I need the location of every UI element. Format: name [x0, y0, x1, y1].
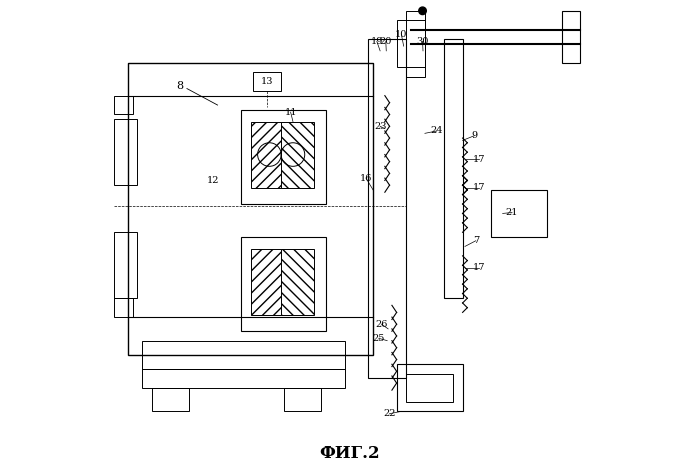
Bar — [368, 39, 406, 378]
Text: 10: 10 — [395, 30, 408, 39]
Bar — [444, 39, 463, 298]
Text: 26: 26 — [375, 319, 388, 328]
Text: 8: 8 — [176, 81, 183, 91]
Text: 9: 9 — [471, 131, 477, 140]
Bar — [250, 249, 284, 315]
Bar — [114, 119, 138, 185]
Text: 23: 23 — [374, 122, 387, 131]
Bar — [253, 72, 281, 91]
Text: 7: 7 — [473, 236, 479, 245]
Text: 17: 17 — [473, 263, 485, 272]
Bar — [241, 110, 326, 204]
Text: 24: 24 — [431, 127, 443, 136]
Text: 30: 30 — [417, 37, 428, 46]
Bar — [152, 388, 189, 411]
Bar — [114, 96, 133, 115]
Bar — [142, 369, 345, 388]
Text: 25: 25 — [373, 334, 385, 343]
Text: 16: 16 — [360, 173, 372, 182]
Bar — [250, 121, 284, 188]
Bar — [406, 11, 425, 77]
Bar — [284, 388, 322, 411]
Bar — [281, 249, 314, 315]
Text: 22: 22 — [383, 409, 396, 418]
Bar — [561, 11, 580, 63]
Text: ФИГ.2: ФИГ.2 — [319, 445, 380, 462]
Bar — [241, 237, 326, 331]
Text: 20: 20 — [380, 37, 392, 46]
Text: 11: 11 — [284, 108, 297, 117]
Bar — [128, 63, 373, 96]
Bar — [114, 298, 133, 317]
Circle shape — [419, 7, 426, 15]
Text: 17: 17 — [473, 155, 485, 164]
Bar — [142, 341, 345, 369]
Text: 19: 19 — [370, 37, 383, 46]
Bar — [281, 121, 314, 188]
Text: 12: 12 — [207, 176, 219, 185]
Bar — [491, 190, 547, 237]
Bar — [114, 232, 138, 298]
Bar — [396, 20, 425, 67]
Text: 17: 17 — [473, 183, 485, 192]
Bar — [128, 63, 373, 355]
Text: 21: 21 — [506, 208, 519, 217]
Bar — [396, 364, 463, 411]
Bar — [406, 374, 453, 402]
Text: 13: 13 — [261, 77, 273, 86]
